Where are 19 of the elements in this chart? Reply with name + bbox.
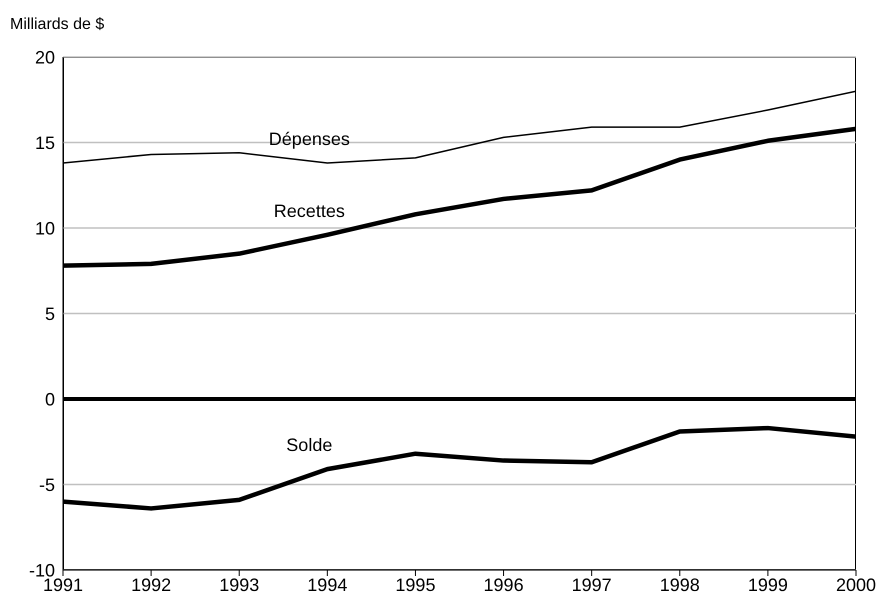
x-tick-label: 1992 — [131, 574, 172, 595]
y-tick-label: 0 — [44, 389, 55, 410]
x-tick-label: 1997 — [572, 574, 612, 595]
y-tick-label: 20 — [34, 47, 55, 68]
y-axis-title: Milliards de $ — [10, 16, 104, 34]
y-tick-label: 15 — [34, 132, 55, 153]
x-tick-label: 1993 — [219, 574, 260, 595]
x-tick-label: 2000 — [836, 574, 876, 595]
y-tick-label: 10 — [34, 218, 55, 238]
x-tick-label: 1996 — [484, 574, 524, 595]
x-tick-label: 1994 — [307, 574, 348, 595]
y-tick-label: 5 — [44, 304, 55, 324]
series-label: Recettes — [274, 200, 345, 221]
series-label: Solde — [286, 435, 332, 456]
y-tick-label: -5 — [38, 474, 55, 495]
x-tick-label: 1999 — [748, 574, 788, 595]
x-tick-label: 1995 — [395, 574, 436, 595]
series-label: Dépenses — [268, 129, 350, 150]
x-tick-label: 1998 — [660, 574, 700, 595]
